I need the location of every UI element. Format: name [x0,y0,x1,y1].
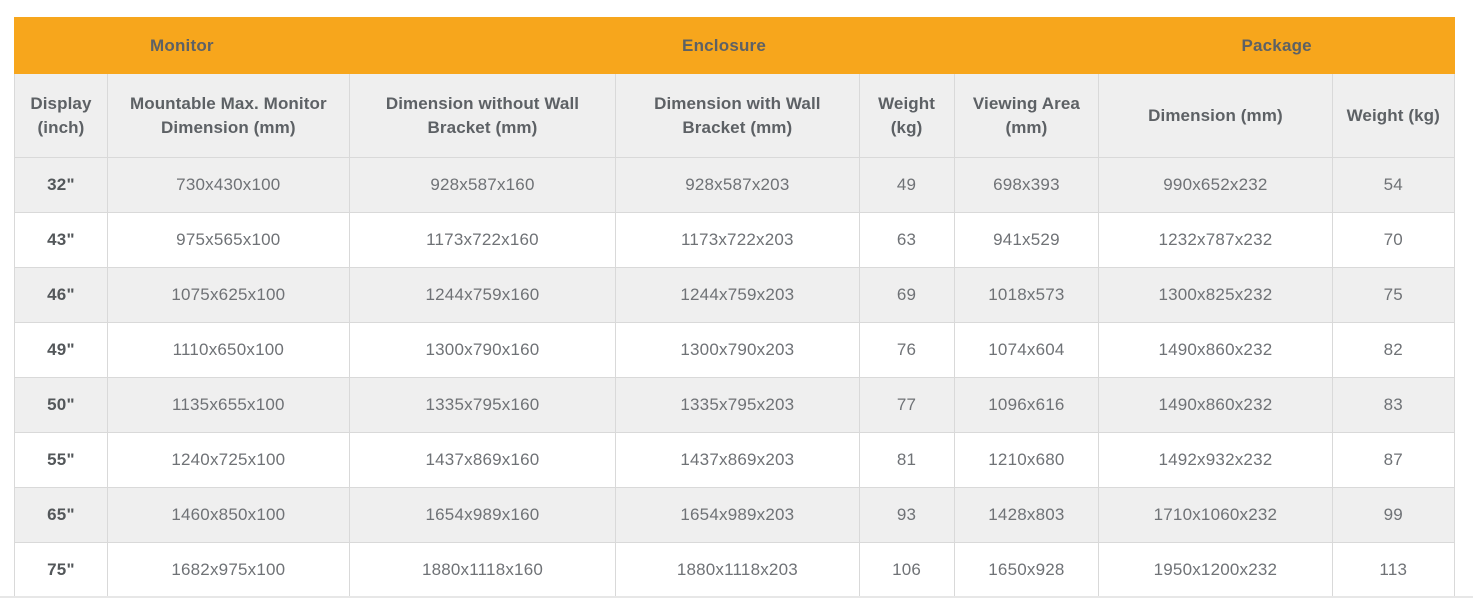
cell-mountable-max-monitor-dimension: 1110x650x100 [106,322,350,378]
cell-enclosure-weight: 93 [858,487,955,543]
cell-enclosure-weight: 76 [858,322,955,378]
cell-dimension-without-wall-bracket: 1437x869x160 [348,432,617,488]
spec-table: Monitor Enclosure Package Display (inch) Mou… [14,17,1456,598]
table-row: 49" 1110x650x100 1300x790x160 1300x790x203 7… [14,322,1456,378]
cell-dimension-with-wall-bracket: 1300x790x203 [615,322,860,378]
page-divider [0,596,1473,598]
column-header-display-inch: Display (inch) [14,73,108,158]
cell-dimension-without-wall-bracket: 1244x759x160 [348,267,617,323]
cell-package-dimension: 1490x860x232 [1098,322,1333,378]
cell-mountable-max-monitor-dimension: 975x565x100 [106,212,350,268]
cell-package-dimension: 990x652x232 [1098,157,1333,213]
cell-enclosure-weight: 81 [858,432,955,488]
cell-package-weight: 113 [1331,542,1456,598]
cell-enclosure-weight: 69 [858,267,955,323]
cell-display-inch: 43" [14,212,108,268]
cell-mountable-max-monitor-dimension: 1682x975x100 [106,542,350,598]
group-header-row: Monitor Enclosure Package [14,17,1455,74]
cell-viewing-area: 1074x604 [953,322,1100,378]
cell-display-inch: 32" [14,157,108,213]
cell-dimension-without-wall-bracket: 1880x1118x160 [348,542,617,598]
cell-dimension-with-wall-bracket: 1654x989x203 [615,487,860,543]
table-row: 32" 730x430x100 928x587x160 928x587x203 49 69… [14,157,1456,213]
cell-dimension-with-wall-bracket: 928x587x203 [615,157,860,213]
cell-viewing-area: 1210x680 [953,432,1100,488]
cell-package-weight: 83 [1331,377,1456,433]
cell-display-inch: 55" [14,432,108,488]
cell-dimension-without-wall-bracket: 1173x722x160 [348,212,617,268]
cell-mountable-max-monitor-dimension: 730x430x100 [106,157,350,213]
cell-viewing-area: 1096x616 [953,377,1100,433]
cell-package-weight: 75 [1331,267,1456,323]
cell-package-weight: 54 [1331,157,1456,213]
group-header-enclosure: Enclosure [348,17,1100,74]
cell-mountable-max-monitor-dimension: 1240x725x100 [106,432,350,488]
cell-dimension-with-wall-bracket: 1244x759x203 [615,267,860,323]
column-header-dimension-with-wall-bracket: Dimension with Wall Bracket (mm) [615,73,860,158]
table-head: Monitor Enclosure Package Display (inch) Mou… [14,17,1456,158]
cell-package-weight: 99 [1331,487,1456,543]
cell-display-inch: 46" [14,267,108,323]
cell-enclosure-weight: 106 [858,542,955,598]
cell-package-dimension: 1300x825x232 [1098,267,1333,323]
column-header-package-dimension: Dimension (mm) [1098,73,1333,158]
cell-package-weight: 82 [1331,322,1456,378]
cell-dimension-with-wall-bracket: 1173x722x203 [615,212,860,268]
cell-package-dimension: 1950x1200x232 [1098,542,1333,598]
column-header-dimension-without-wall-bracket: Dimension without Wall Bracket (mm) [348,73,617,158]
table-row: 46" 1075x625x100 1244x759x160 1244x759x203 6… [14,267,1456,323]
group-header-package: Package [1098,17,1455,74]
column-header-row: Display (inch) Mountable Max. Monitor Dim… [14,73,1456,158]
cell-dimension-without-wall-bracket: 1335x795x160 [348,377,617,433]
column-header-package-weight: Weight (kg) [1331,73,1456,158]
cell-dimension-with-wall-bracket: 1437x869x203 [615,432,860,488]
cell-viewing-area: 1018x573 [953,267,1100,323]
cell-enclosure-weight: 77 [858,377,955,433]
cell-viewing-area: 698x393 [953,157,1100,213]
cell-mountable-max-monitor-dimension: 1460x850x100 [106,487,350,543]
cell-display-inch: 65" [14,487,108,543]
table-row: 43" 975x565x100 1173x722x160 1173x722x203 63… [14,212,1456,268]
cell-enclosure-weight: 49 [858,157,955,213]
group-header-monitor: Monitor [14,17,350,74]
table-row: 55" 1240x725x100 1437x869x160 1437x869x203 8… [14,432,1456,488]
spec-table-container: Monitor Enclosure Package Display (inch) Mou… [14,17,1456,598]
cell-package-dimension: 1710x1060x232 [1098,487,1333,543]
table-row: 50" 1135x655x100 1335x795x160 1335x795x203 7… [14,377,1456,433]
cell-display-inch: 50" [14,377,108,433]
cell-enclosure-weight: 63 [858,212,955,268]
cell-dimension-with-wall-bracket: 1335x795x203 [615,377,860,433]
column-header-viewing-area: Viewing Area (mm) [953,73,1100,158]
column-header-enclosure-weight: Weight (kg) [858,73,955,158]
table-row: 75" 1682x975x100 1880x1118x160 1880x1118x20… [14,542,1456,598]
cell-dimension-without-wall-bracket: 928x587x160 [348,157,617,213]
cell-package-dimension: 1492x932x232 [1098,432,1333,488]
cell-package-dimension: 1232x787x232 [1098,212,1333,268]
cell-package-dimension: 1490x860x232 [1098,377,1333,433]
cell-mountable-max-monitor-dimension: 1075x625x100 [106,267,350,323]
cell-dimension-without-wall-bracket: 1654x989x160 [348,487,617,543]
column-header-mountable-max-monitor-dimension: Mountable Max. Monitor Dimension (mm) [106,73,350,158]
cell-display-inch: 75" [14,542,108,598]
cell-viewing-area: 941x529 [953,212,1100,268]
cell-display-inch: 49" [14,322,108,378]
cell-dimension-without-wall-bracket: 1300x790x160 [348,322,617,378]
table-body: 32" 730x430x100 928x587x160 928x587x203 49 69… [14,157,1456,598]
cell-package-weight: 87 [1331,432,1456,488]
cell-dimension-with-wall-bracket: 1880x1118x203 [615,542,860,598]
cell-viewing-area: 1428x803 [953,487,1100,543]
table-row: 65" 1460x850x100 1654x989x160 1654x989x203 9… [14,487,1456,543]
cell-viewing-area: 1650x928 [953,542,1100,598]
cell-mountable-max-monitor-dimension: 1135x655x100 [106,377,350,433]
cell-package-weight: 70 [1331,212,1456,268]
